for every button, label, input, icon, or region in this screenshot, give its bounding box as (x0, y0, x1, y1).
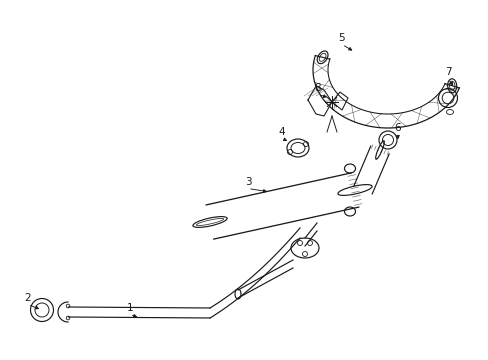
Text: 6: 6 (394, 123, 401, 133)
Text: 2: 2 (24, 293, 31, 303)
Text: 5: 5 (338, 33, 345, 43)
Text: 1: 1 (126, 303, 133, 313)
Text: 8: 8 (314, 83, 321, 93)
Text: 7: 7 (444, 67, 450, 77)
Text: 4: 4 (278, 127, 285, 137)
Text: 3: 3 (244, 177, 251, 187)
